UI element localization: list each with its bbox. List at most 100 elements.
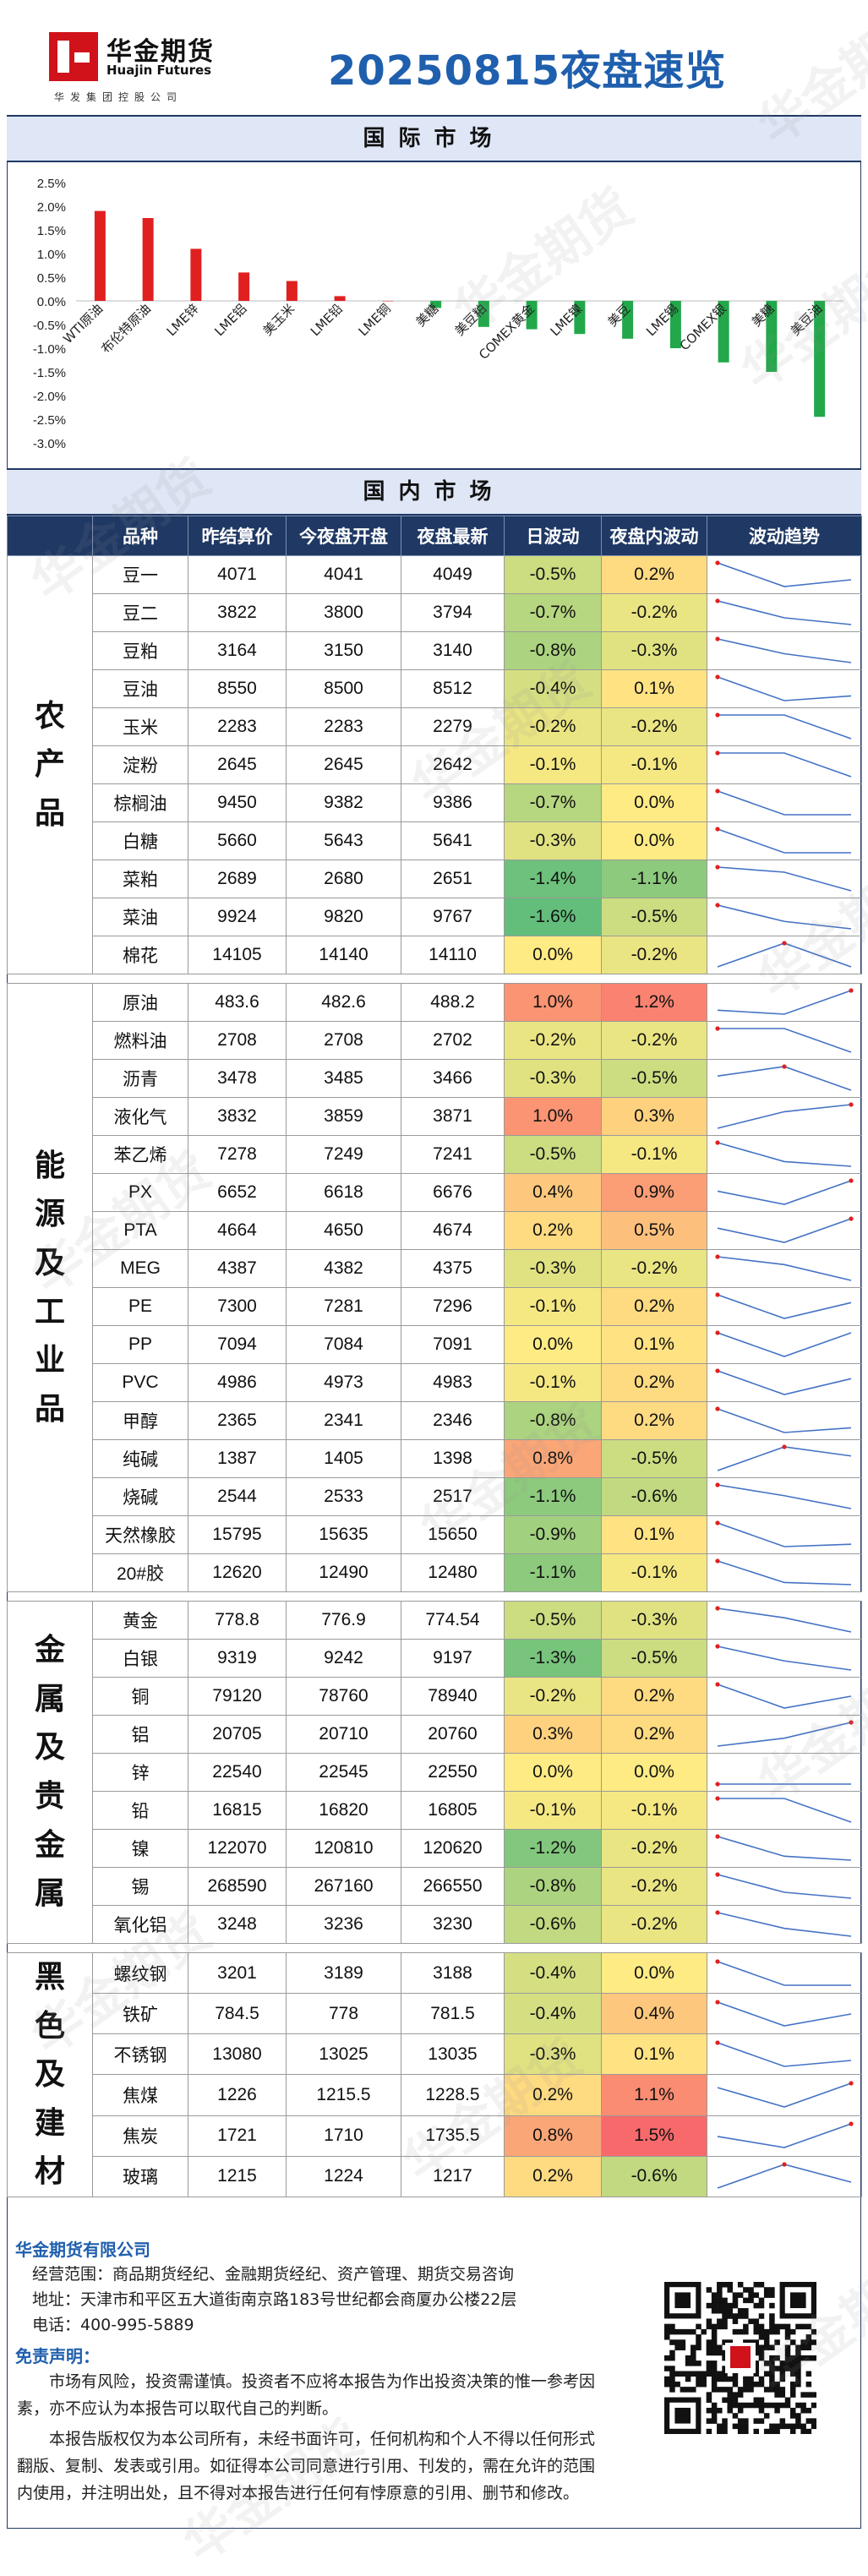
sparkline-line bbox=[718, 1028, 852, 1053]
sparkline-high-point bbox=[782, 2162, 787, 2167]
trend-sparkline bbox=[715, 2040, 852, 2067]
table-row: 豆二 3822 3800 3794 -0.7% -0.2% bbox=[8, 593, 862, 632]
prev-settle-cell: 6652 bbox=[188, 1173, 287, 1212]
day-change-cell: -1.4% bbox=[504, 860, 602, 898]
trend-sparkline-cell bbox=[707, 898, 862, 936]
prev-settle-cell: 4986 bbox=[188, 1363, 287, 1402]
night-open-cell: 20710 bbox=[286, 1715, 401, 1754]
sparkline-high-point bbox=[715, 1958, 720, 1964]
night-last-cell: 2642 bbox=[401, 745, 505, 784]
intl-market-heading: 国际市场 bbox=[7, 115, 861, 162]
trend-sparkline bbox=[715, 1606, 852, 1633]
night-open-cell: 120810 bbox=[286, 1829, 401, 1868]
night-open-cell: 3150 bbox=[286, 631, 401, 670]
night-change-cell: -0.5% bbox=[601, 1439, 707, 1478]
product-name-cell: 纯碱 bbox=[92, 1439, 188, 1478]
trend-sparkline bbox=[717, 1102, 854, 1129]
night-last-cell: 781.5 bbox=[401, 1993, 505, 2035]
night-change-cell: 0.9% bbox=[601, 1173, 707, 1212]
trend-sparkline-cell bbox=[707, 2115, 862, 2157]
night-open-cell: 8500 bbox=[286, 669, 401, 708]
bar bbox=[430, 301, 442, 308]
prev-settle-cell: 3164 bbox=[188, 631, 287, 670]
trend-sparkline-cell bbox=[707, 1021, 862, 1060]
night-open-cell: 2341 bbox=[286, 1401, 401, 1440]
prev-settle-cell: 2708 bbox=[188, 1021, 287, 1060]
trend-sparkline-cell bbox=[707, 1951, 862, 1995]
trend-sparkline-cell bbox=[707, 2074, 862, 2116]
day-change-cell: 0.2% bbox=[504, 1211, 602, 1250]
prev-settle-cell: 8550 bbox=[188, 669, 287, 708]
prev-settle-cell: 15795 bbox=[188, 1515, 287, 1554]
disclaimer-paragraph-2: 本报告版权仅为本公司所有，未经书面许可，任何机构和个人不得以任何形式翻版、复制、… bbox=[17, 2430, 596, 2502]
product-name-cell: 玉米 bbox=[92, 707, 188, 746]
night-last-cell: 6676 bbox=[401, 1173, 505, 1212]
sparkline-high-point bbox=[715, 1406, 720, 1411]
domestic-market-heading: 国内市场 bbox=[7, 468, 861, 516]
table-row: 豆粕 3164 3150 3140 -0.8% -0.3% bbox=[8, 631, 862, 670]
sparkline-line bbox=[717, 1256, 852, 1281]
trend-sparkline-cell bbox=[707, 1601, 862, 1640]
product-name-cell: 铅 bbox=[92, 1791, 188, 1830]
sparkline-high-point bbox=[715, 750, 720, 756]
table-row: 棉花 14105 14140 14110 0.0% -0.2% bbox=[8, 936, 862, 974]
domestic-market-table: 品种 昨结算价 今夜盘开盘 夜盘最新 日波动 夜盘内波动 波动趋势 农产品 豆一 4… bbox=[7, 516, 862, 2197]
sparkline-high-point bbox=[715, 1606, 720, 1611]
night-last-cell: 7091 bbox=[401, 1325, 505, 1364]
night-last-cell: 2346 bbox=[401, 1401, 505, 1440]
sparkline-line bbox=[717, 904, 852, 930]
day-change-cell: 0.8% bbox=[504, 1439, 602, 1478]
sparkline-high-point bbox=[849, 1178, 854, 1183]
table-row: PX 6652 6618 6676 0.4% 0.9% bbox=[8, 1173, 862, 1212]
prev-settle-cell: 12620 bbox=[188, 1553, 287, 1592]
sparkline-line bbox=[717, 990, 852, 1015]
day-change-cell: -0.6% bbox=[504, 1905, 602, 1944]
day-change-cell: 0.2% bbox=[504, 2074, 602, 2116]
night-change-cell: -0.2% bbox=[601, 1905, 707, 1944]
qr-code[interactable] bbox=[664, 2282, 816, 2434]
sparkline-high-point bbox=[715, 789, 720, 794]
night-open-cell: 1405 bbox=[286, 1439, 401, 1478]
prev-settle-cell: 2283 bbox=[188, 707, 287, 746]
night-change-cell: -0.3% bbox=[601, 1601, 707, 1640]
qr-center-logo bbox=[730, 2346, 751, 2368]
prev-settle-cell: 2365 bbox=[188, 1401, 287, 1440]
night-change-cell: 0.0% bbox=[601, 1951, 707, 1995]
sparkline-line bbox=[717, 2123, 852, 2149]
night-open-cell: 7249 bbox=[286, 1135, 401, 1174]
table-row: 棕榈油 9450 9382 9386 -0.7% 0.0% bbox=[8, 783, 862, 822]
night-last-cell: 13035 bbox=[401, 2033, 505, 2076]
trend-sparkline-cell bbox=[707, 745, 862, 784]
night-last-cell: 1735.5 bbox=[401, 2115, 505, 2157]
trend-sparkline-cell bbox=[707, 1287, 862, 1326]
night-open-cell: 6618 bbox=[286, 1173, 401, 1212]
day-change-cell: -0.3% bbox=[504, 821, 602, 860]
table-row: PP 7094 7084 7091 0.0% 0.1% bbox=[8, 1325, 862, 1364]
prev-settle-cell: 4387 bbox=[188, 1249, 287, 1288]
prev-settle-cell: 9450 bbox=[188, 783, 287, 822]
day-change-cell: -0.4% bbox=[504, 1993, 602, 2035]
category-label: 金属及贵金属 bbox=[7, 1601, 93, 1944]
trend-sparkline-cell bbox=[707, 1401, 862, 1440]
night-open-cell: 9242 bbox=[286, 1639, 401, 1678]
day-change-cell: -0.9% bbox=[504, 1515, 602, 1554]
night-change-cell: 0.2% bbox=[601, 1715, 707, 1754]
product-name-cell: 豆二 bbox=[92, 593, 188, 632]
bar bbox=[142, 218, 154, 301]
night-last-cell: 2702 bbox=[401, 1021, 505, 1060]
table-row: 玻璃 1215 1224 1217 0.2% -0.6% bbox=[8, 2155, 862, 2197]
night-last-cell: 9386 bbox=[401, 783, 505, 822]
product-name-cell: 天然橡胶 bbox=[92, 1515, 188, 1554]
trend-sparkline bbox=[715, 1482, 852, 1509]
day-change-cell: 0.0% bbox=[504, 936, 602, 974]
trend-sparkline bbox=[717, 1444, 852, 1471]
night-change-cell: 0.0% bbox=[601, 821, 707, 860]
night-change-cell: -0.1% bbox=[601, 1553, 707, 1592]
night-last-cell: 266550 bbox=[401, 1867, 505, 1906]
table-row: PE 7300 7281 7296 -0.1% 0.2% bbox=[8, 1287, 862, 1326]
bar bbox=[622, 301, 634, 339]
night-last-cell: 120620 bbox=[401, 1829, 505, 1868]
trend-sparkline bbox=[715, 1796, 852, 1823]
sparkline-line bbox=[717, 638, 852, 663]
night-last-cell: 3794 bbox=[401, 593, 505, 632]
